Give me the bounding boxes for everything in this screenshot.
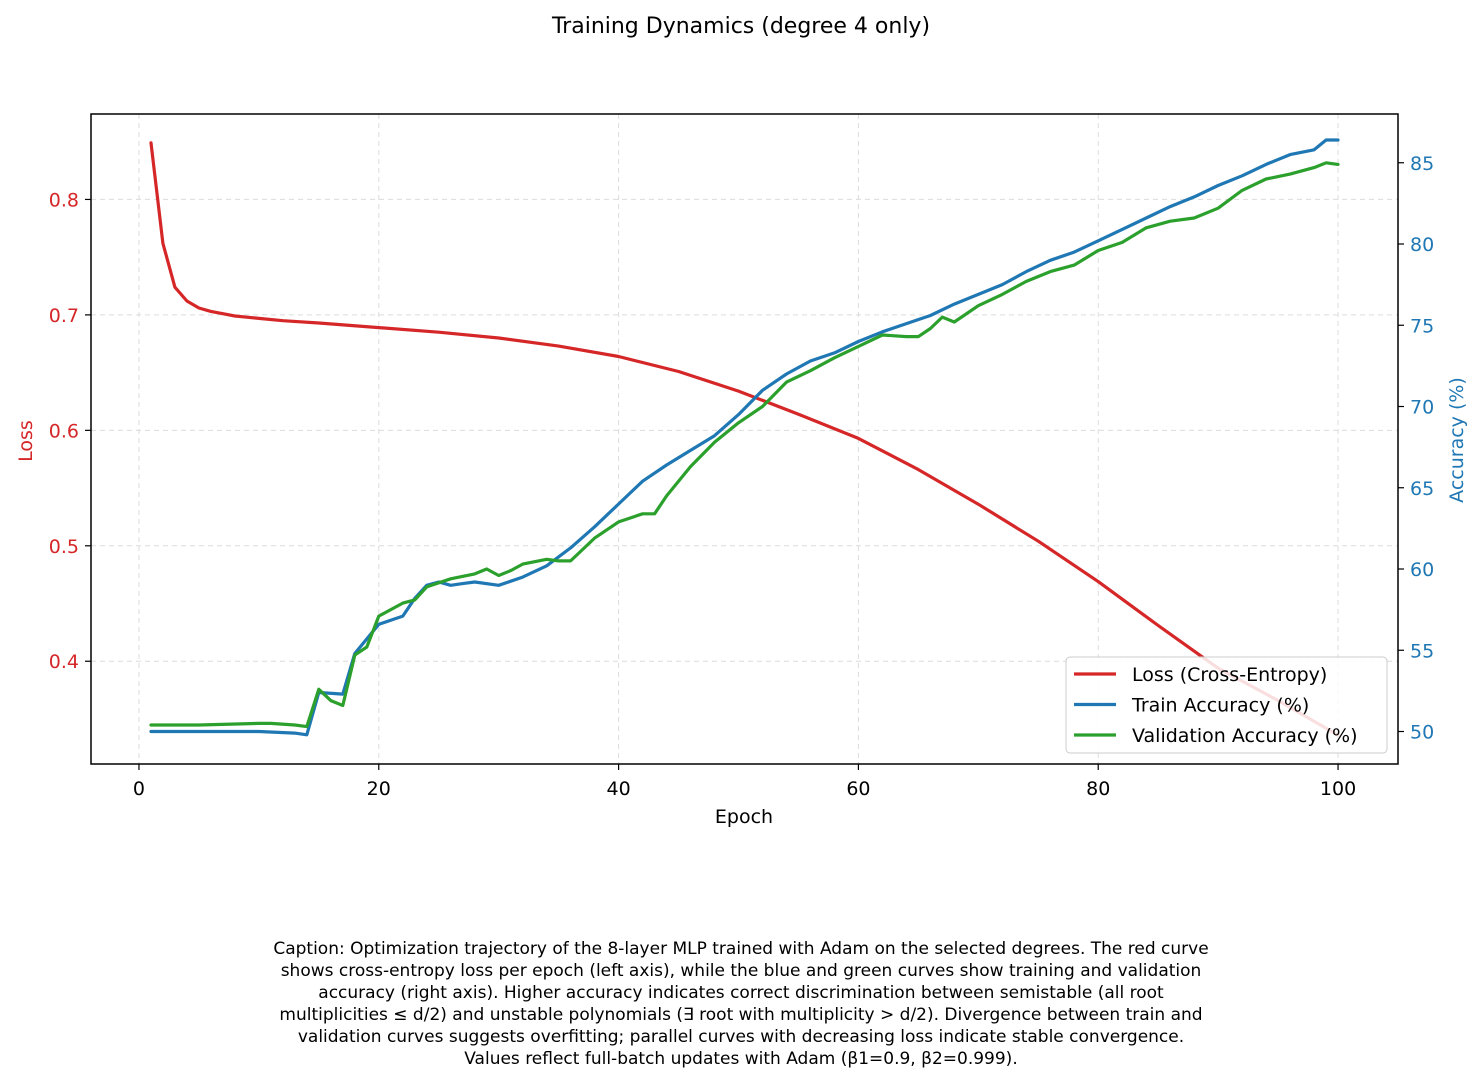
- y-right-tick-label: 85: [1410, 153, 1434, 175]
- y-left-tick-label: 0.8: [49, 189, 79, 211]
- chart-title: Training Dynamics (degree 4 only): [551, 14, 930, 39]
- series-line-validation-accuracy: [149, 161, 1340, 729]
- plot-frame: [90, 113, 1399, 765]
- x-tick-label: 80: [1086, 778, 1110, 800]
- y-right-tick-label: 60: [1410, 559, 1434, 581]
- y-right-tick-label: 80: [1410, 234, 1434, 256]
- legend: Loss (Cross-Entropy) Train Accuracy (%) Va…: [1065, 656, 1388, 754]
- series-layer: [149, 138, 1340, 737]
- legend-label: Validation Accuracy (%): [1132, 725, 1358, 747]
- y-left-tick-label: 0.4: [49, 651, 79, 673]
- y-left-tick-label: 0.7: [49, 305, 79, 327]
- x-tick-label: 60: [846, 778, 870, 800]
- x-tick-label: 20: [367, 778, 391, 800]
- legend-box: [1065, 656, 1388, 754]
- y-right-tick-label: 65: [1410, 478, 1434, 500]
- y-left-tick-label: 0.5: [49, 536, 79, 558]
- x-tick-label: 100: [1320, 778, 1356, 800]
- x-tick-label: 40: [607, 778, 631, 800]
- training-dynamics-chart: Training Dynamics (degree 4 only) 0 20 40 6…: [15, 14, 1468, 828]
- y-right-tick-label: 50: [1410, 722, 1434, 744]
- y-right-tick-label: 70: [1410, 397, 1434, 419]
- x-tick-label: 0: [133, 778, 145, 800]
- series-line-train-accuracy: [149, 138, 1340, 737]
- figure-caption: Caption: Optimization trajectory of the …: [273, 939, 1209, 1069]
- legend-label: Loss (Cross-Entropy): [1132, 664, 1327, 686]
- legend-label: Train Accuracy (%): [1131, 695, 1309, 717]
- y-axis-left-label: Loss: [15, 420, 37, 462]
- y-right-tick-label: 75: [1410, 315, 1434, 337]
- x-axis-label: Epoch: [715, 806, 773, 828]
- y-right-tick-label: 55: [1410, 640, 1434, 662]
- axis-ticks: 0 20 40 60 80 100 0.4 0.5 0.6 0.7 0.8 50 55 60 65 70 75 8…: [49, 153, 1434, 800]
- series-line-loss-cross-entropy: [149, 141, 1340, 737]
- y-axis-right-label: Accuracy (%): [1446, 377, 1468, 503]
- y-left-tick-label: 0.6: [49, 420, 79, 442]
